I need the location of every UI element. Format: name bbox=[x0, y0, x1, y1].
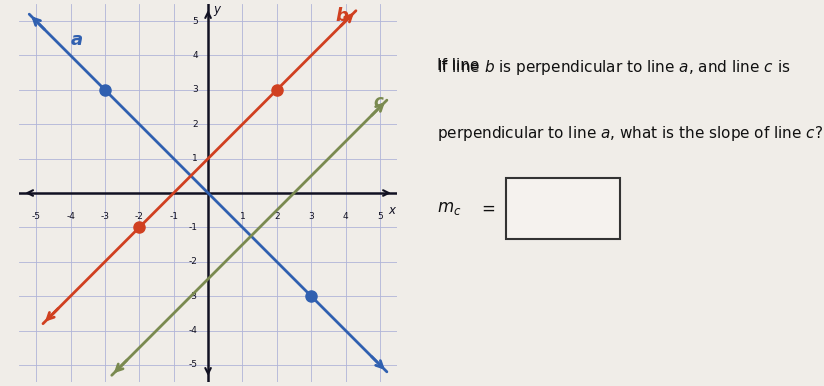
Text: $m_c$: $m_c$ bbox=[437, 200, 461, 217]
Text: c: c bbox=[373, 93, 383, 111]
Text: 1: 1 bbox=[240, 212, 246, 221]
Text: 1: 1 bbox=[192, 154, 198, 163]
Text: b: b bbox=[335, 7, 349, 25]
Text: -2: -2 bbox=[189, 257, 198, 266]
Text: y: y bbox=[213, 3, 220, 15]
FancyBboxPatch shape bbox=[506, 178, 620, 239]
Text: x: x bbox=[389, 204, 396, 217]
Text: 4: 4 bbox=[343, 212, 349, 221]
Text: -1: -1 bbox=[169, 212, 178, 221]
Text: -5: -5 bbox=[189, 361, 198, 369]
Text: 5: 5 bbox=[377, 212, 383, 221]
Text: 2: 2 bbox=[274, 212, 279, 221]
Text: 2: 2 bbox=[192, 120, 198, 129]
Text: -5: -5 bbox=[31, 212, 40, 221]
Text: 3: 3 bbox=[308, 212, 314, 221]
Text: -4: -4 bbox=[66, 212, 75, 221]
Text: -3: -3 bbox=[101, 212, 110, 221]
Text: -4: -4 bbox=[189, 326, 198, 335]
Text: -3: -3 bbox=[189, 292, 198, 301]
Text: 4: 4 bbox=[192, 51, 198, 60]
Text: 3: 3 bbox=[192, 85, 198, 94]
Text: -2: -2 bbox=[135, 212, 143, 221]
Text: perpendicular to line $a$, what is the slope of line $c$?: perpendicular to line $a$, what is the s… bbox=[437, 124, 822, 142]
Text: -1: -1 bbox=[189, 223, 198, 232]
Text: a: a bbox=[71, 31, 82, 49]
Text: =: = bbox=[481, 200, 495, 217]
Text: If line $b$ is perpendicular to line $a$, and line $c$ is: If line $b$ is perpendicular to line $a$… bbox=[437, 58, 790, 77]
Text: 5: 5 bbox=[192, 17, 198, 25]
Text: If line: If line bbox=[437, 58, 484, 73]
